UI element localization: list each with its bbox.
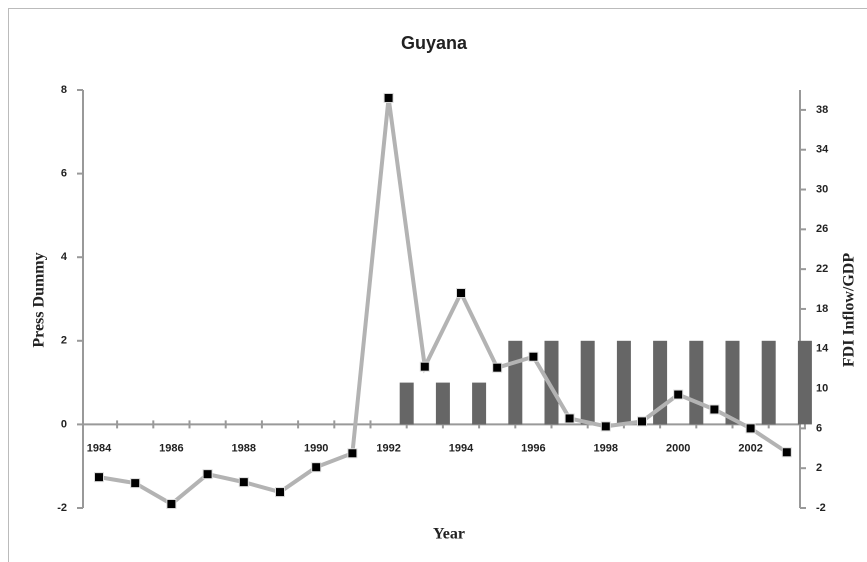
- y2-tick-label: 26: [816, 223, 828, 235]
- marker: [492, 362, 503, 373]
- marker: [673, 389, 684, 400]
- marker: [564, 413, 575, 424]
- bar: [544, 340, 559, 425]
- marker: [202, 469, 213, 480]
- bar: [616, 340, 631, 425]
- marker: [637, 416, 647, 427]
- marker: [528, 351, 539, 362]
- x-tick-label: 2002: [738, 442, 762, 454]
- y2-tick-label: 18: [816, 303, 828, 315]
- bar: [761, 340, 776, 425]
- marker: [383, 92, 394, 103]
- bar: [472, 382, 487, 425]
- marker: [456, 288, 466, 299]
- x-tick-label: 1988: [232, 442, 256, 454]
- x-tick-label: 1994: [449, 442, 474, 454]
- bar: [399, 382, 414, 425]
- y2-tick-label: 6: [816, 422, 822, 434]
- chart-title: Guyana: [401, 33, 468, 53]
- y-tick-label: 4: [61, 251, 68, 263]
- line: [98, 97, 788, 507]
- y2-tick-label: 14: [816, 343, 829, 355]
- marker: [600, 421, 611, 432]
- marker: [419, 361, 430, 372]
- marker: [745, 423, 756, 434]
- marker: [166, 499, 177, 510]
- marker: [94, 472, 104, 483]
- y2-tick-label: 22: [816, 263, 828, 275]
- x-tick-label: 2000: [666, 442, 690, 454]
- y2-tick-label: 34: [816, 144, 829, 156]
- marker: [311, 462, 322, 473]
- y2-axis-label: FDI Inflow/GDP: [841, 253, 858, 367]
- marker: [709, 404, 720, 415]
- x-tick-label: 1996: [521, 442, 545, 454]
- y2-tick-label: 10: [816, 382, 828, 394]
- y2-tick-label: -2: [816, 502, 826, 514]
- frame: [8, 8, 867, 562]
- bar: [580, 340, 595, 425]
- y-tick-label: -2: [57, 502, 67, 514]
- marker: [347, 448, 358, 459]
- x-tick-label: 1984: [87, 442, 112, 454]
- bar: [435, 382, 450, 425]
- y-tick-label: 0: [61, 418, 67, 430]
- marker: [238, 477, 249, 488]
- y-tick-label: 2: [61, 335, 67, 347]
- x-tick-label: 1998: [594, 442, 618, 454]
- bar: [797, 340, 812, 425]
- y2-tick-label: 38: [816, 104, 828, 116]
- bar: [725, 340, 740, 425]
- marker: [130, 478, 141, 489]
- x-axis-label: Year: [433, 526, 465, 543]
- marker: [275, 487, 285, 498]
- x-tick-label: 1986: [159, 442, 183, 454]
- bar: [508, 340, 523, 425]
- bar: [689, 340, 704, 425]
- y-tick-label: 6: [61, 168, 67, 180]
- y2-tick-label: 2: [816, 462, 822, 474]
- y-axis-label: Press Dummy: [31, 252, 48, 347]
- y-tick-label: 8: [61, 84, 67, 96]
- marker: [781, 447, 792, 458]
- y2-tick-label: 30: [816, 183, 828, 195]
- x-tick-label: 1992: [376, 442, 400, 454]
- x-tick-label: 1990: [304, 442, 328, 454]
